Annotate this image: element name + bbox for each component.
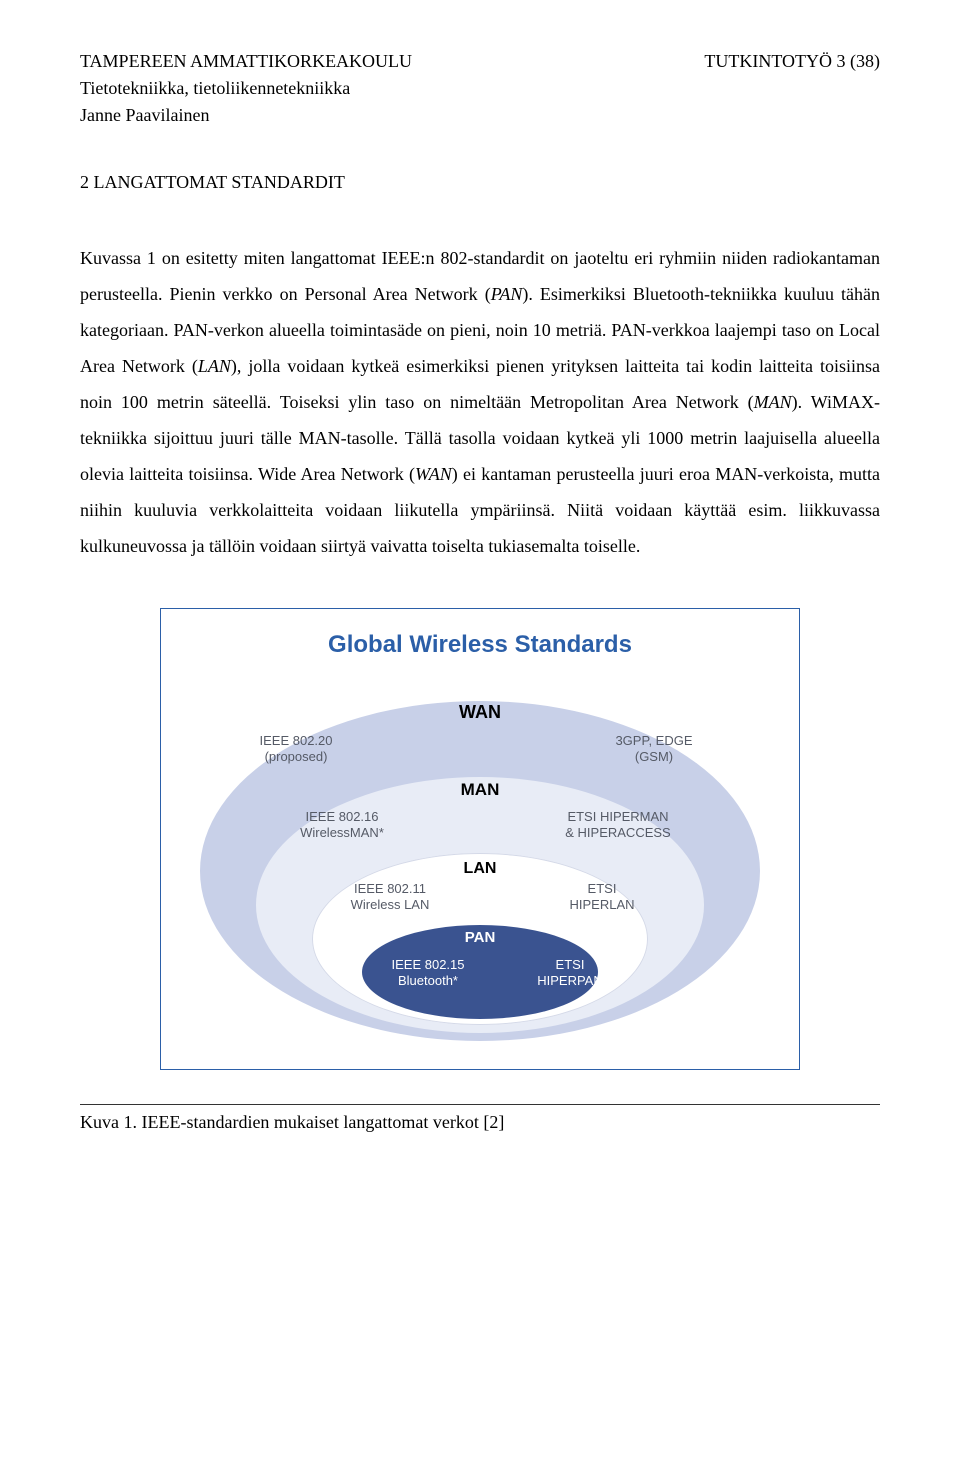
label-pan-left: IEEE 802.15Bluetooth* (373, 957, 483, 988)
figure-box: Global Wireless Standards WAN MAN LAN PAN IE… (160, 608, 800, 1070)
label-man-right: ETSI HIPERMAN& HIPERACCESS (563, 809, 673, 840)
label-wan-right: 3GPP, EDGE(GSM) (599, 733, 709, 764)
section-title: 2 LANGATTOMAT STANDARDIT (80, 169, 880, 196)
figure-title: Global Wireless Standards (183, 627, 777, 663)
layer-label-lan: LAN (464, 857, 497, 881)
header-left: TAMPEREEN AMMATTIKORKEAKOULU Tietoteknii… (80, 48, 412, 129)
department: Tietotekniikka, tietoliikennetekniikka (80, 75, 412, 102)
page-header: TAMPEREEN AMMATTIKORKEAKOULU Tietoteknii… (80, 48, 880, 129)
label-pan-right: ETSIHIPERPAN (515, 957, 625, 988)
author: Janne Paavilainen (80, 102, 412, 129)
label-man-left: IEEE 802.16WirelessMAN* (287, 809, 397, 840)
layer-label-wan: WAN (459, 699, 501, 726)
label-lan-right: ETSIHIPERLAN (547, 881, 657, 912)
header-right: TUTKINTOTYÖ 3 (38) (704, 48, 880, 129)
institution: TAMPEREEN AMMATTIKORKEAKOULU (80, 48, 412, 75)
layer-label-man: MAN (461, 777, 500, 803)
layer-label-pan: PAN (465, 927, 496, 950)
label-lan-left: IEEE 802.11Wireless LAN (335, 881, 445, 912)
label-wan-left: IEEE 802.20(proposed) (241, 733, 351, 764)
figure-caption: Kuva 1. IEEE-standardien mukaiset langat… (80, 1104, 880, 1136)
doc-type-page: TUTKINTOTYÖ 3 (38) (704, 48, 880, 75)
body-paragraph: Kuvassa 1 on esitetty miten langattomat … (80, 240, 880, 564)
nested-ellipse-diagram: WAN MAN LAN PAN IEEE 802.20(proposed) 3GPP, E… (185, 681, 775, 1041)
